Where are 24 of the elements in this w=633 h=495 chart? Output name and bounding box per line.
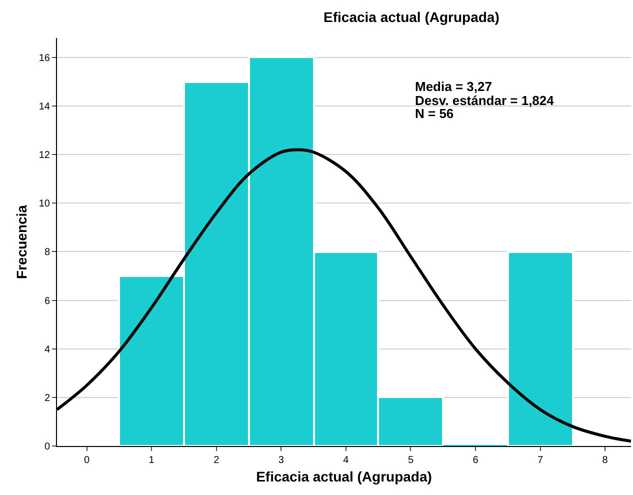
x-tick-label: 4	[343, 455, 350, 466]
x-tick-label: 6	[472, 455, 479, 466]
y-tick-label: 10	[38, 198, 50, 210]
y-tick-label: 12	[38, 150, 50, 162]
annotation: Media = 3,27	[415, 79, 492, 94]
y-tick-label: 14	[38, 102, 50, 112]
x-tick-label: 1	[148, 455, 155, 466]
x-axis-title: Eficacia actual (Agrupada)	[256, 468, 432, 484]
y-tick-label: 0	[44, 442, 50, 452]
annotation: Desv. estándar = 1,824	[415, 93, 555, 108]
x-tick-label: 0	[84, 455, 90, 466]
y-tick-label: 4	[44, 344, 50, 356]
y-tick-label: 2	[44, 392, 50, 404]
x-tick-label: 3	[278, 455, 284, 466]
y-tick-label: 8	[44, 247, 50, 258]
chart-title: Eficacia actual (Agrupada)	[324, 9, 500, 26]
x-tick-label: 8	[602, 455, 608, 466]
annotation: N = 56	[415, 106, 454, 121]
y-tick-label: 16	[38, 52, 50, 64]
x-tick-label: 2	[214, 455, 220, 466]
x-tick-label: 5	[408, 455, 414, 466]
y-axis-title: Frecuencia	[13, 204, 30, 279]
y-tick-label: 6	[44, 296, 50, 307]
x-tick-label: 7	[538, 455, 544, 466]
